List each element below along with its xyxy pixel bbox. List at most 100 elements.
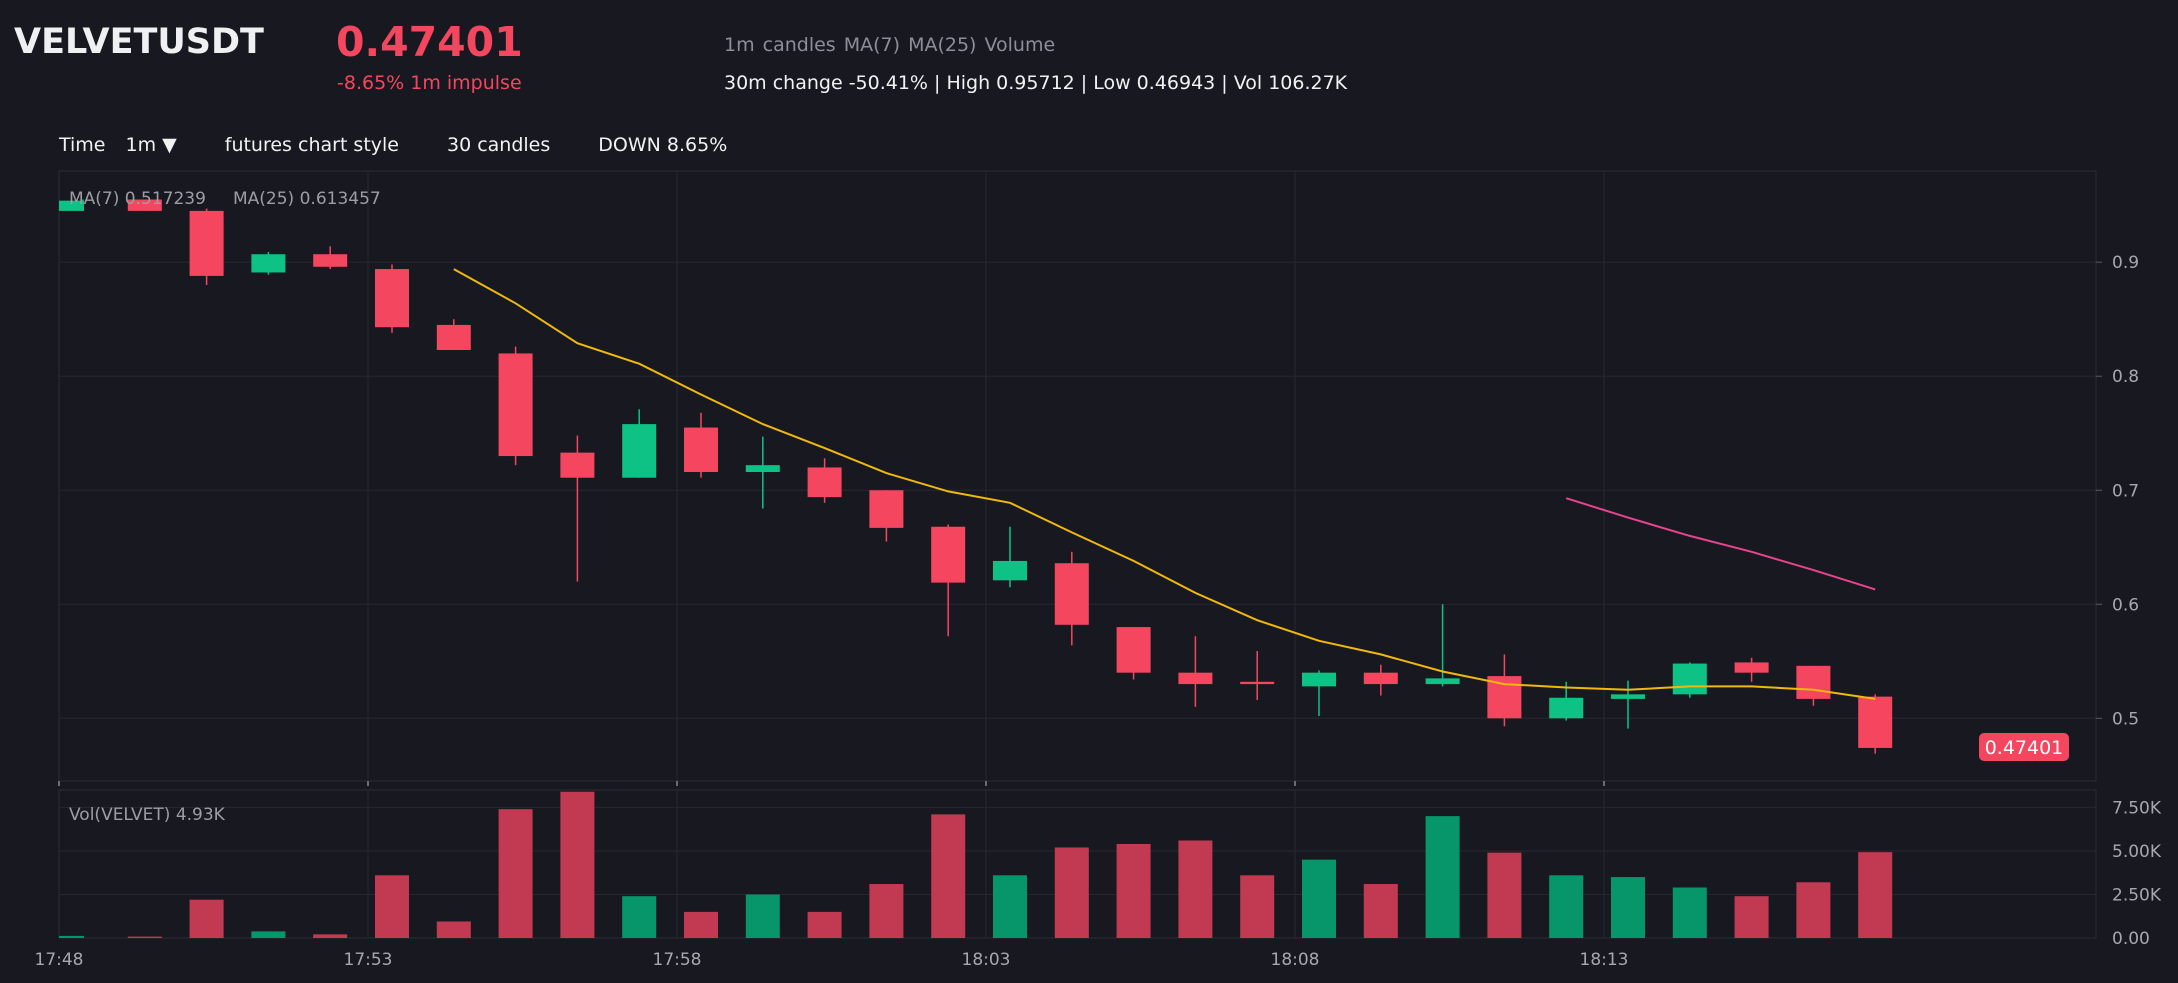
candle[interactable]: [59, 199, 84, 211]
candle[interactable]: [1302, 670, 1336, 717]
candle-body: [1796, 665, 1831, 699]
candle[interactable]: [498, 346, 533, 466]
time-tick-label: 18:08: [1271, 950, 1320, 970]
candle[interactable]: [931, 524, 966, 637]
candle-body: [807, 467, 842, 498]
time-tick-label: 18:03: [962, 950, 1011, 970]
indicator-list: 1m candles MA(7) MA(25) Volume: [724, 34, 1056, 56]
candle[interactable]: [436, 319, 471, 351]
candle-body: [1858, 696, 1893, 748]
candle[interactable]: [807, 458, 842, 503]
time-label: Time: [59, 134, 106, 156]
candle-body: [1178, 672, 1213, 685]
candle[interactable]: [1425, 604, 1460, 687]
candle-body: [251, 254, 286, 273]
chart-toolbar: Time 1m ▼ futures chart style 30 candles DOW…: [59, 134, 775, 156]
symbol-title: VELVETUSDT: [14, 22, 264, 62]
grid-lines: [58, 171, 2096, 939]
candle-body: [1363, 672, 1398, 685]
time-tick-label: 17:53: [344, 950, 393, 970]
candle-body: [375, 269, 409, 328]
candle[interactable]: [745, 436, 780, 509]
axes: 0.9 0.8 0.7 0.6 0.5 7.50K 5.00K 2.50K 0.00 17:48 1…: [35, 253, 2162, 970]
candle[interactable]: [622, 409, 657, 478]
volume-bar: [1858, 852, 1893, 938]
chart-style-button[interactable]: futures chart style: [224, 134, 399, 156]
volume-legend: Vol(VELVET) 4.93K: [69, 805, 226, 825]
volume-bar: [745, 894, 780, 938]
candle-body: [931, 526, 966, 583]
volume-bar: [1425, 816, 1460, 938]
time-tick-label: 17:48: [35, 950, 84, 970]
price-tick-label: 0.8: [2112, 367, 2139, 387]
candle[interactable]: [375, 264, 409, 333]
candle-body: [1240, 681, 1275, 685]
candle[interactable]: [1363, 664, 1398, 696]
time-tick-label: 17:58: [653, 950, 702, 970]
candles: [59, 199, 1893, 754]
candle-body: [189, 210, 224, 276]
candle-body: [1734, 662, 1769, 673]
candle-count: 30 candles: [447, 134, 551, 156]
candle[interactable]: [251, 251, 286, 275]
candle[interactable]: [1672, 662, 1707, 698]
candle-body: [684, 427, 718, 473]
session-stats: 30m change -50.41% | High 0.95712 | Low …: [724, 72, 1348, 94]
candle[interactable]: [869, 490, 904, 542]
candle[interactable]: [1611, 680, 1645, 729]
price-tick-label: 0.7: [2112, 481, 2139, 501]
candle[interactable]: [1734, 657, 1769, 682]
price-tick-label: 0.5: [2112, 709, 2139, 729]
candle-body: [127, 199, 162, 211]
ma7-legend: MA(7) 0.517239: [69, 189, 206, 209]
last-price-tag-box: [1979, 733, 2069, 761]
candle[interactable]: [1796, 665, 1831, 706]
candle[interactable]: [189, 208, 224, 286]
candle[interactable]: [1178, 636, 1213, 707]
ma7-line: [453, 268, 1876, 700]
candle-body: [59, 200, 84, 211]
ma25-legend: MA(25) 0.613457: [233, 189, 381, 209]
volume-bar: [375, 875, 409, 938]
candle-body: [1672, 663, 1707, 695]
candle-body: [1054, 563, 1089, 625]
volume-tick-label: 7.50K: [2112, 798, 2162, 818]
candle[interactable]: [1116, 627, 1151, 680]
time-tick-label: 18:13: [1580, 950, 1629, 970]
volume-bar: [807, 911, 842, 938]
candle[interactable]: [684, 412, 718, 478]
volume-bar: [1672, 887, 1707, 938]
volume-bar: [1302, 859, 1336, 938]
candle-body: [1611, 694, 1645, 699]
candle[interactable]: [1487, 654, 1522, 727]
volume-bar: [189, 899, 224, 938]
candle[interactable]: [127, 199, 162, 211]
interval-dropdown[interactable]: 1m ▼: [125, 134, 177, 156]
volume-bar: [993, 875, 1027, 938]
volume-bar: [1734, 896, 1769, 938]
candle[interactable]: [1858, 694, 1893, 754]
volume-bar: [1611, 877, 1645, 938]
candle[interactable]: [993, 526, 1027, 588]
volume-bar: [1363, 884, 1398, 938]
candle[interactable]: [560, 435, 595, 582]
candle-body: [1425, 678, 1460, 685]
volume-bar: [59, 935, 84, 938]
candle-body: [1302, 672, 1336, 687]
candle[interactable]: [1054, 551, 1089, 646]
volume-bar: [1116, 843, 1151, 938]
candle[interactable]: [313, 246, 348, 270]
volume-bar: [684, 911, 718, 938]
direction-badge: DOWN 8.65%: [598, 134, 728, 156]
volume-bar: [869, 884, 904, 938]
last-price-tag-text: 0.47401: [1985, 737, 2064, 759]
volume-bar: [436, 921, 471, 938]
volume-bar: [251, 931, 286, 938]
volume-bar: [931, 814, 966, 938]
candle-body: [560, 452, 595, 478]
volume-tick-label: 0.00: [2112, 929, 2150, 949]
candle-body: [498, 353, 533, 457]
volume-tick-label: 5.00K: [2112, 842, 2162, 862]
candle[interactable]: [1240, 651, 1275, 701]
